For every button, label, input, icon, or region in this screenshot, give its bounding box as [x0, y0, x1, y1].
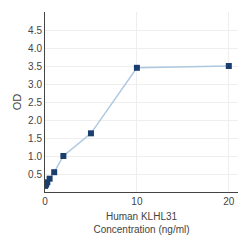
svg-text:3.5: 3.5: [28, 61, 42, 72]
svg-text:3.0: 3.0: [28, 79, 42, 90]
svg-text:2.5: 2.5: [28, 97, 42, 108]
svg-text:0.5: 0.5: [28, 169, 42, 180]
svg-text:1.5: 1.5: [28, 133, 42, 144]
svg-text:1.0: 1.0: [28, 151, 42, 162]
svg-text:OD: OD: [11, 94, 23, 111]
svg-text:2.0: 2.0: [28, 115, 42, 126]
svg-text:4.5: 4.5: [28, 25, 42, 36]
svg-text:4.0: 4.0: [28, 43, 42, 54]
svg-text:20: 20: [223, 196, 235, 207]
svg-text:10: 10: [131, 196, 143, 207]
svg-text:Human KLHL31Concentration (ng/: Human KLHL31Concentration (ng/ml): [93, 211, 189, 235]
svg-text:0: 0: [42, 196, 48, 207]
